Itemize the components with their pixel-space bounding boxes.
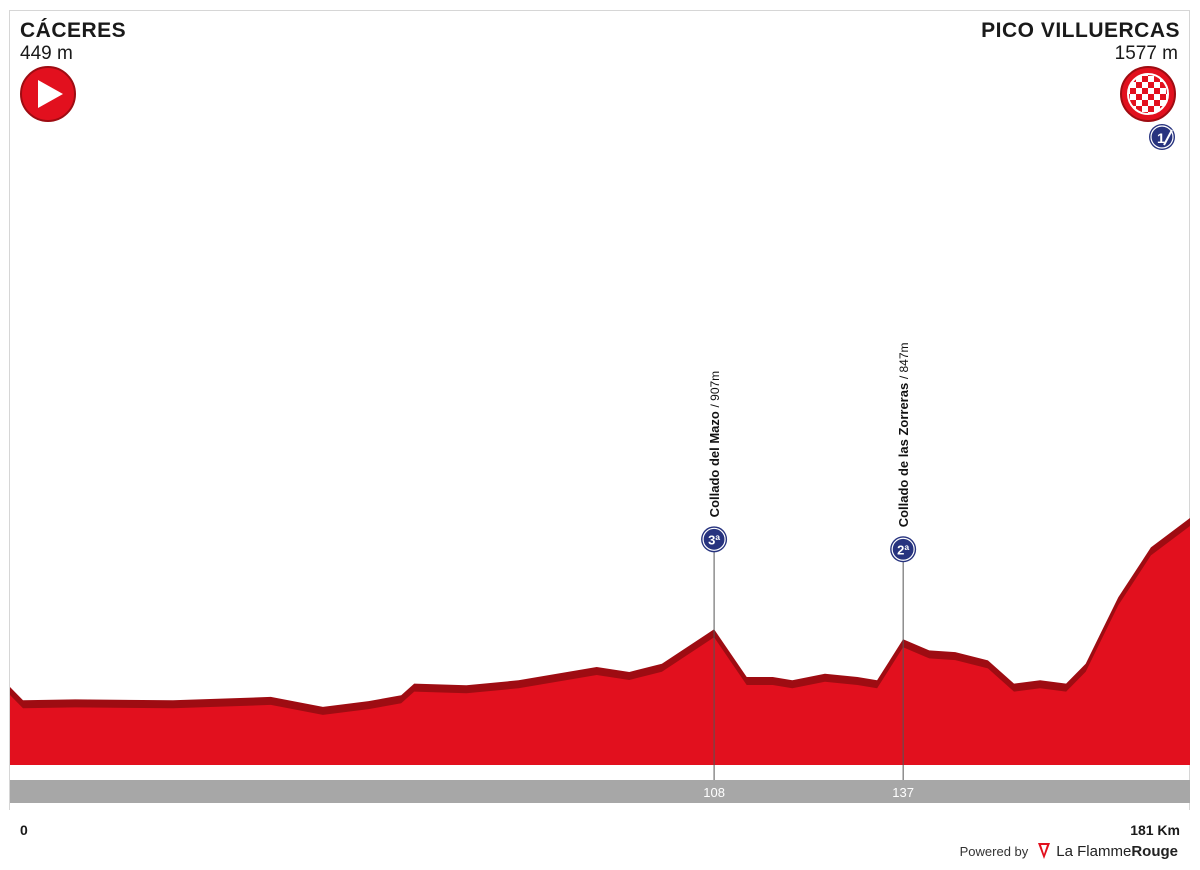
brand-logo: La FlammeRouge: [1036, 842, 1178, 860]
km-start-label: 0: [20, 822, 28, 838]
climb-km-label: 137: [892, 785, 914, 800]
finish-town: PICO VILLUERCAS: [981, 19, 1180, 42]
climb-category-label: 3ª: [708, 532, 720, 547]
profile-frame: [9, 10, 1190, 810]
svg-text:1: 1: [1157, 130, 1165, 146]
start-town: CÁCERES: [20, 19, 127, 42]
flame-logo-icon: [1038, 843, 1051, 859]
finish-altitude: 1577 m: [1114, 43, 1178, 64]
brand-name-bold: Rouge: [1131, 842, 1178, 860]
footer-credit: Powered by La FlammeRouge: [960, 842, 1178, 860]
brand-name: La FlammeRouge: [1056, 843, 1178, 860]
km-finish-label: 181 Km: [1130, 822, 1180, 838]
finish-checkered-icon: [1120, 66, 1176, 122]
climb-name-label: Collado del Mazo / 907m: [707, 371, 722, 517]
brand-name-main: La Flamme: [1056, 842, 1132, 860]
cat-3-climb-icon: [701, 526, 728, 553]
powered-by-text: Powered by: [959, 843, 1029, 859]
climb-km-label: 108: [703, 785, 725, 800]
cat-1-climb-icon: 1: [1149, 124, 1175, 150]
cat-2-climb-icon: [890, 536, 917, 563]
start-altitude: 449 m: [20, 43, 73, 64]
climb-category-label: 2ª: [897, 542, 909, 557]
distance-axis-bar: [10, 780, 1190, 803]
start-arrow-icon: [20, 66, 76, 122]
profile-area: [10, 526, 1190, 765]
climb-name-label: Collado de las Zorreras / 847m: [896, 342, 911, 527]
